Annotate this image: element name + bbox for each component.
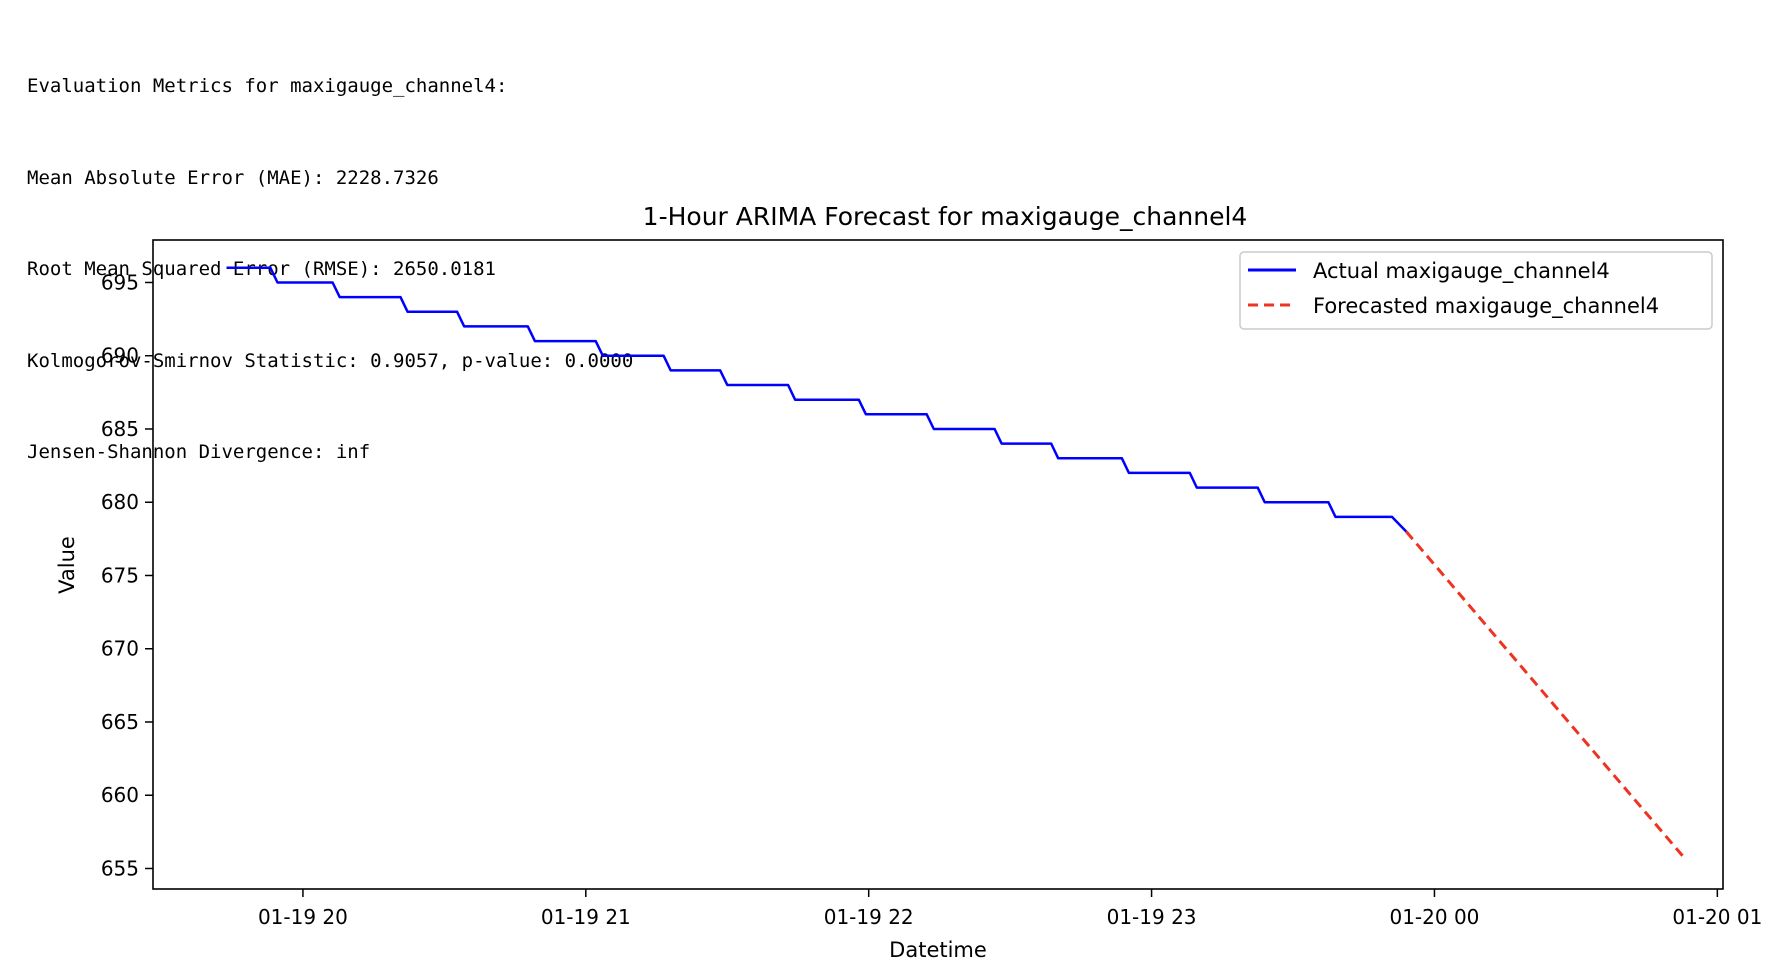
x-axis-ticks: 01-19 20 01-19 21 01-19 22 01-19 23 01-20 00…	[258, 889, 1762, 929]
x-tick-label: 01-19 22	[824, 905, 914, 929]
y-tick-label: 655	[101, 856, 139, 880]
metric-mae: Mean Absolute Error (MAE): 2228.7326	[27, 166, 439, 189]
x-tick-label: 01-20 01	[1672, 905, 1762, 929]
x-tick-label: 01-20 00	[1389, 905, 1479, 929]
chart-title: 1-Hour ARIMA Forecast for maxigauge_chan…	[643, 202, 1248, 231]
series-layer	[226, 266, 1685, 858]
metric-js-divergence: Jensen-Shannon Divergence: inf	[27, 441, 371, 463]
x-tick-label: 01-19 23	[1107, 905, 1197, 929]
y-axis-label: Value	[55, 536, 79, 594]
y-tick-label: 675	[101, 563, 139, 587]
x-axis-label: Datetime	[889, 938, 987, 958]
legend-label-actual: Actual maxigauge_channel4	[1313, 259, 1610, 284]
y-tick-label: 685	[101, 417, 139, 441]
legend-box	[1239, 251, 1713, 330]
evaluation-metrics-output: Evaluation Metrics for maxigauge_channel…	[27, 10, 633, 498]
y-tick-label: 680	[101, 490, 139, 514]
legend: Actual maxigauge_channel4 Forecasted max…	[1239, 251, 1713, 330]
y-tick-label: 660	[101, 783, 139, 807]
series-actual-line	[226, 266, 1408, 533]
y-tick-label: 695	[101, 270, 139, 294]
metrics-heading: Evaluation Metrics for maxigauge_channel…	[27, 75, 508, 97]
legend-label-forecast: Forecasted maxigauge_channel4	[1313, 294, 1659, 319]
y-tick-label: 670	[101, 637, 139, 661]
y-tick-label: 690	[101, 344, 139, 368]
series-forecast-line	[1405, 530, 1685, 858]
x-tick-label: 01-19 20	[258, 905, 348, 929]
plot-area	[152, 239, 1724, 890]
x-tick-label: 01-19 21	[541, 905, 631, 929]
y-tick-label: 665	[101, 710, 139, 734]
y-axis-ticks: 655 660 665 670 675 680 685 690 695	[101, 270, 153, 880]
